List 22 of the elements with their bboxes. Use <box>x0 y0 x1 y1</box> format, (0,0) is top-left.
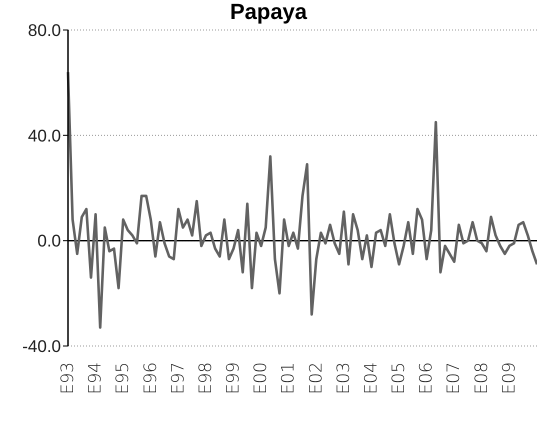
x-tick-label: E01 <box>278 362 299 394</box>
x-tick-label: E02 <box>306 362 326 394</box>
x-tick-label: E96 <box>140 362 161 394</box>
x-tick-label: E00 <box>251 362 272 394</box>
y-tick-label: 40.0 <box>28 126 61 146</box>
x-tick-label: E08 <box>472 362 492 394</box>
chart-title: Papaya <box>230 0 308 24</box>
x-tick-label: E07 <box>444 362 464 394</box>
x-tick-label: E99 <box>224 362 244 394</box>
x-tick-label: E94 <box>86 362 106 394</box>
x-tick-label: E09 <box>499 362 520 394</box>
y-tick-label: 0.0 <box>37 232 61 251</box>
x-tick-label: E03 <box>334 362 354 394</box>
x-tick-label: E95 <box>113 362 134 394</box>
y-tick-label: -40.0 <box>22 337 61 356</box>
x-tick-label: E04 <box>361 362 382 394</box>
x-tick-label: E05 <box>389 362 410 394</box>
x-tick-label: E98 <box>196 362 216 394</box>
y-tick-label: 80.0 <box>28 21 61 40</box>
x-tick-label: E97 <box>168 362 188 394</box>
x-tick-label: E93 <box>58 362 78 394</box>
x-tick-label: E06 <box>416 362 437 394</box>
